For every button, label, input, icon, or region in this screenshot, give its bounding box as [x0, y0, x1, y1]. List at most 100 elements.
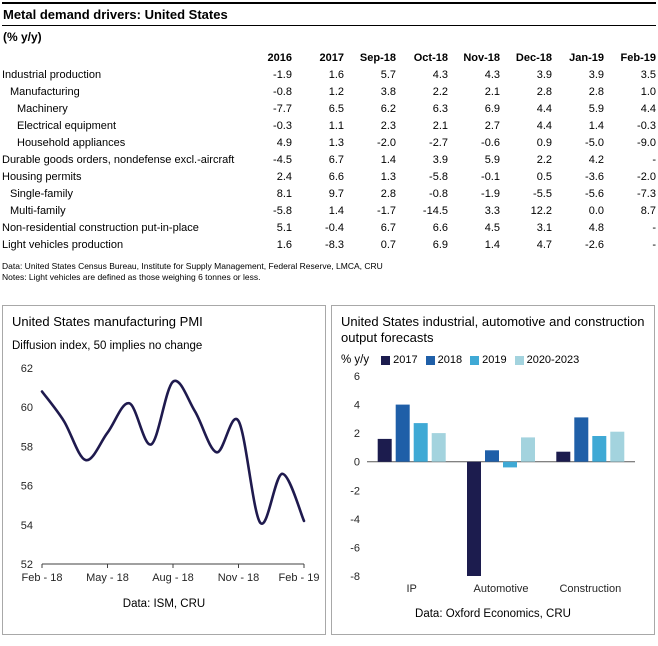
cell-value: 6.3	[432, 103, 448, 115]
cell-value: 3.3	[484, 205, 500, 217]
cell-value: 1.3	[328, 137, 344, 149]
row-label: Housing permits	[2, 171, 82, 183]
y-tick-label: -2	[350, 485, 360, 497]
cell-value: 8.1	[276, 188, 292, 200]
pmi-line-chart: 52 54 56 58 60 62 Feb - 18 May - 18 Aug - 18 Nov …	[21, 363, 320, 584]
y-tick-label: 56	[21, 481, 33, 493]
cell-value: 1.0	[640, 86, 656, 98]
y-axis-label: % y/y	[341, 354, 370, 366]
cell-value: 1.1	[328, 120, 344, 132]
cell-value: -0.3	[273, 120, 292, 132]
cell-value: -8.3	[325, 239, 344, 251]
table-row: Non-residential construction put-in-plac…	[2, 220, 656, 237]
pmi-line	[40, 379, 306, 525]
cell-value: -5.0	[585, 137, 604, 149]
cell-value: 0.5	[536, 171, 552, 183]
column-header: Jan-19	[569, 52, 604, 64]
legend-label: 2020-2023	[526, 354, 580, 366]
cell-value: -5.8	[273, 205, 292, 217]
cell-value: 3.8	[380, 86, 396, 98]
category-label: Automotive	[473, 583, 528, 595]
cell-value: -7.3	[637, 188, 656, 200]
row-label: Electrical equipment	[17, 120, 117, 132]
cell-value: 1.4	[328, 205, 344, 217]
column-header: 2016	[267, 52, 292, 64]
legend-item: 2017	[381, 354, 418, 366]
cell-value: -2.0	[377, 137, 396, 149]
y-tick-label: -8	[350, 571, 360, 583]
cell-value: 4.8	[588, 222, 604, 234]
cell-value: -0.8	[429, 188, 448, 200]
cell-value: 1.4	[484, 239, 500, 251]
cell-value: 3.9	[588, 69, 604, 81]
row-label: Non-residential construction put-in-plac…	[2, 222, 199, 234]
cell-value: 1.2	[328, 86, 344, 98]
cell-value: 0.0	[588, 205, 604, 217]
legend-swatch	[425, 355, 435, 365]
cell-value: -	[652, 154, 656, 166]
table-source: Data: United States Census Bureau, Insti…	[2, 261, 383, 271]
bar-Construction-2020-2023	[610, 431, 625, 462]
y-tick-label: -4	[350, 514, 360, 526]
cell-value: 4.4	[536, 120, 552, 132]
cell-value: 4.4	[640, 103, 656, 115]
cell-value: -5.8	[429, 171, 448, 183]
cell-value: 4.5	[484, 222, 500, 234]
forecast-chart-source: Data: Oxford Economics, CRU	[415, 608, 571, 620]
legend-swatch	[470, 355, 480, 365]
column-header: Dec-18	[515, 52, 552, 64]
column-header: Oct-18	[413, 52, 448, 64]
cell-value: 3.1	[536, 222, 552, 234]
cell-value: 12.2	[530, 205, 552, 217]
legend-swatch	[514, 355, 524, 365]
cell-value: 6.5	[328, 103, 344, 115]
row-label: Durable goods orders, nondefense excl.-a…	[2, 154, 235, 166]
column-header: Sep-18	[359, 52, 396, 64]
metal-demand-table: Metal demand drivers: United States (% y…	[2, 2, 656, 283]
cell-value: -0.8	[273, 86, 292, 98]
cell-value: 2.8	[380, 188, 396, 200]
cell-value: 1.3	[380, 171, 396, 183]
cell-value: -0.6	[481, 137, 500, 149]
cell-value: -14.5	[422, 205, 448, 217]
cell-value: 3.5	[640, 69, 656, 81]
cell-value: 0.7	[380, 239, 396, 251]
table-row: Light vehicles production 1.6 -8.3 0.7 6.9 1.…	[2, 237, 656, 254]
cell-value: -0.3	[637, 120, 656, 132]
cell-value: 6.2	[380, 103, 396, 115]
column-header: Nov-18	[463, 52, 500, 64]
forecast-axes-row: % y/y 2017 2018 2019 2020-2023	[337, 346, 649, 366]
cell-value: 9.7	[328, 188, 344, 200]
table-subtitle: (% y/y)	[3, 30, 42, 44]
cell-value: 2.8	[536, 86, 552, 98]
cell-value: 4.9	[276, 137, 292, 149]
row-label: Household appliances	[17, 137, 126, 149]
cell-value: -2.6	[585, 239, 604, 251]
pmi-chart-subtitle: Diffusion index, 50 implies no change	[12, 340, 203, 352]
cell-value: 5.9	[588, 103, 604, 115]
cell-value: 3.9	[536, 69, 552, 81]
bar-IP-2017	[377, 438, 392, 462]
y-tick-label: 4	[354, 400, 360, 412]
bar-Construction-2017	[556, 451, 571, 462]
table-header-row: 2016 2017 Sep-18 Oct-18 Nov-18 Dec-18 Jan-19 Fe…	[2, 52, 656, 64]
chart-legend: 2017 2018 2019 2020-2023	[381, 354, 587, 366]
row-label: Manufacturing	[10, 86, 80, 98]
row-label: Multi-family	[10, 205, 66, 217]
table-row: Electrical equipment -0.3 1.1 2.3 2.1 2.7 4.4 1…	[2, 118, 656, 135]
page: Metal demand drivers: United States (% y…	[2, 0, 656, 635]
bar-Automotive-2019	[503, 461, 517, 468]
cell-value: 1.4	[380, 154, 396, 166]
cell-value: -	[652, 239, 656, 251]
cell-value: 2.2	[536, 154, 552, 166]
cell-value: 5.1	[276, 222, 292, 234]
cell-value: 6.9	[484, 103, 500, 115]
bar-Construction-2019	[592, 436, 607, 462]
cell-value: 5.7	[380, 69, 396, 81]
cell-value: -1.9	[481, 188, 500, 200]
cell-value: 2.2	[432, 86, 448, 98]
cell-value: 2.4	[276, 171, 292, 183]
row-label: Machinery	[17, 103, 68, 115]
y-tick-label: 2	[354, 428, 360, 440]
cell-value: 2.1	[432, 120, 448, 132]
